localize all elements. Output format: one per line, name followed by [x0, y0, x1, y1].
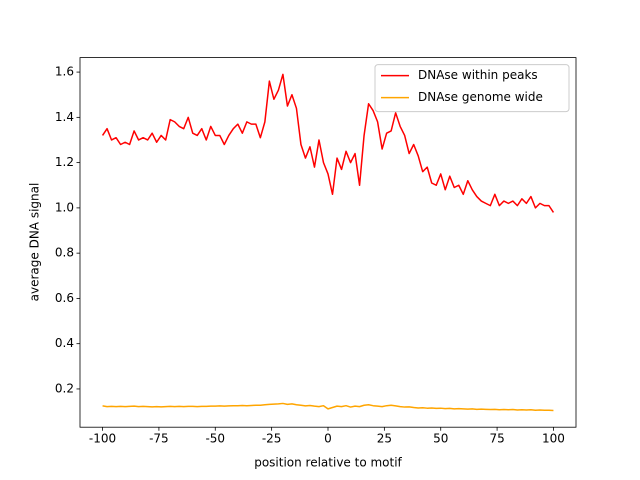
legend-label: DNAse within peaks [418, 68, 538, 82]
x-tick-label: -100 [89, 432, 116, 446]
axes-frame [79, 57, 577, 428]
x-tick-label: 25 [377, 432, 392, 446]
y-tick-label: 0.2 [55, 381, 74, 395]
x-tick-label: 50 [433, 432, 448, 446]
legend-label: DNAse genome wide [418, 90, 543, 104]
y-tick-label: 1.0 [55, 200, 74, 214]
x-tick-label: 100 [542, 432, 565, 446]
x-axis-label: position relative to motif [254, 456, 402, 470]
x-tick-label: -25 [262, 432, 282, 446]
x-tick-label: -50 [205, 432, 225, 446]
legend-box [374, 64, 570, 113]
series-line [102, 402, 554, 412]
y-tick-label: 1.2 [55, 155, 74, 169]
x-tick-label: 75 [489, 432, 504, 446]
series-line [101, 73, 555, 213]
y-tick-label: 1.6 [55, 65, 74, 79]
y-tick-label: 0.4 [55, 336, 74, 350]
y-tick-label: 0.6 [55, 291, 74, 305]
y-tick-label: 1.4 [55, 110, 74, 124]
x-tick-label: -75 [149, 432, 169, 446]
y-tick-label: 0.8 [55, 246, 74, 260]
y-axis-label: average DNA signal [28, 183, 42, 302]
x-tick-label: 0 [324, 432, 332, 446]
